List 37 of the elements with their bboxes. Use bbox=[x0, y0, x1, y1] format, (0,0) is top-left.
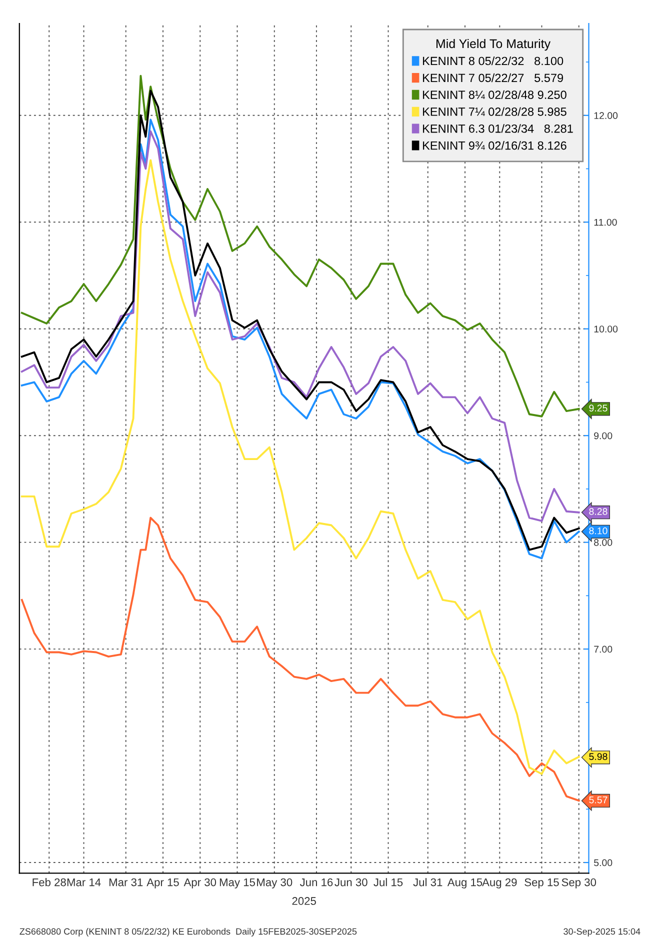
x-tick-label: Apr 30 bbox=[184, 878, 216, 888]
annotation: 8.28 bbox=[589, 508, 608, 515]
legend-label: KENINT 9¾ 02/16/31 8.126 bbox=[423, 141, 566, 150]
x-tick-label: Jul 15 bbox=[374, 878, 403, 886]
y-tick-label: 5.00 bbox=[594, 859, 612, 866]
x-axis-title: 2025 bbox=[292, 897, 316, 905]
legend-title: Mid Yield To Maturity bbox=[436, 38, 551, 51]
x-tick-label: Sep 15 bbox=[524, 878, 559, 888]
y-tick-label: 7.00 bbox=[594, 646, 612, 653]
x-tick-label: Aug 15 bbox=[447, 878, 482, 888]
x-tick-label: Aug 29 bbox=[482, 878, 517, 888]
x-tick-label: Mar 31 bbox=[109, 878, 143, 886]
x-tick-label: Apr 15 bbox=[146, 878, 179, 888]
y-tick-label: 9.00 bbox=[594, 432, 612, 440]
y-tick-label: 11.00 bbox=[594, 218, 617, 226]
x-tick-label: Sep 30 bbox=[562, 878, 596, 888]
legend-label: KENINT 7¼ 02/28/28 5.985 bbox=[423, 107, 566, 116]
legend-label: KENINT 8¼ 02/28/48 9.250 bbox=[423, 90, 566, 100]
annotation: 5.57 bbox=[589, 796, 608, 804]
legend-label: KENINT 8 05/22/32 8.100 bbox=[423, 56, 564, 66]
text: 30-Sep-2025 15:04 bbox=[564, 928, 640, 936]
legend-label: KENINT 6.3 01/23/34 8.281 bbox=[423, 124, 573, 133]
legend-label: KENINT 7 05/22/27 5.579 bbox=[423, 73, 564, 82]
x-tick-label: Jun 30 bbox=[334, 878, 368, 886]
y-tick-label: 10.00 bbox=[594, 326, 618, 332]
annotation: 8.10 bbox=[589, 527, 608, 534]
x-tick-label: May 30 bbox=[257, 878, 292, 888]
x-tick-label: Feb 28 bbox=[32, 878, 66, 886]
text: ZS668080 Corp (KENINT 8 05/22/32) KE Eurobonds Daily 15FEB2025-30SEP2025 bbox=[20, 928, 357, 936]
x-tick-label: Jun 16 bbox=[300, 878, 333, 886]
x-tick-label: Mar 14 bbox=[67, 878, 101, 886]
y-tick-label: 12.00 bbox=[594, 112, 618, 120]
y-tick-label: 8.00 bbox=[594, 539, 612, 546]
x-tick-label: Jul 31 bbox=[413, 878, 442, 886]
annotation: 9.25 bbox=[589, 404, 608, 412]
x-tick-label: May 15 bbox=[220, 878, 256, 888]
annotation: 5.98 bbox=[589, 753, 608, 760]
